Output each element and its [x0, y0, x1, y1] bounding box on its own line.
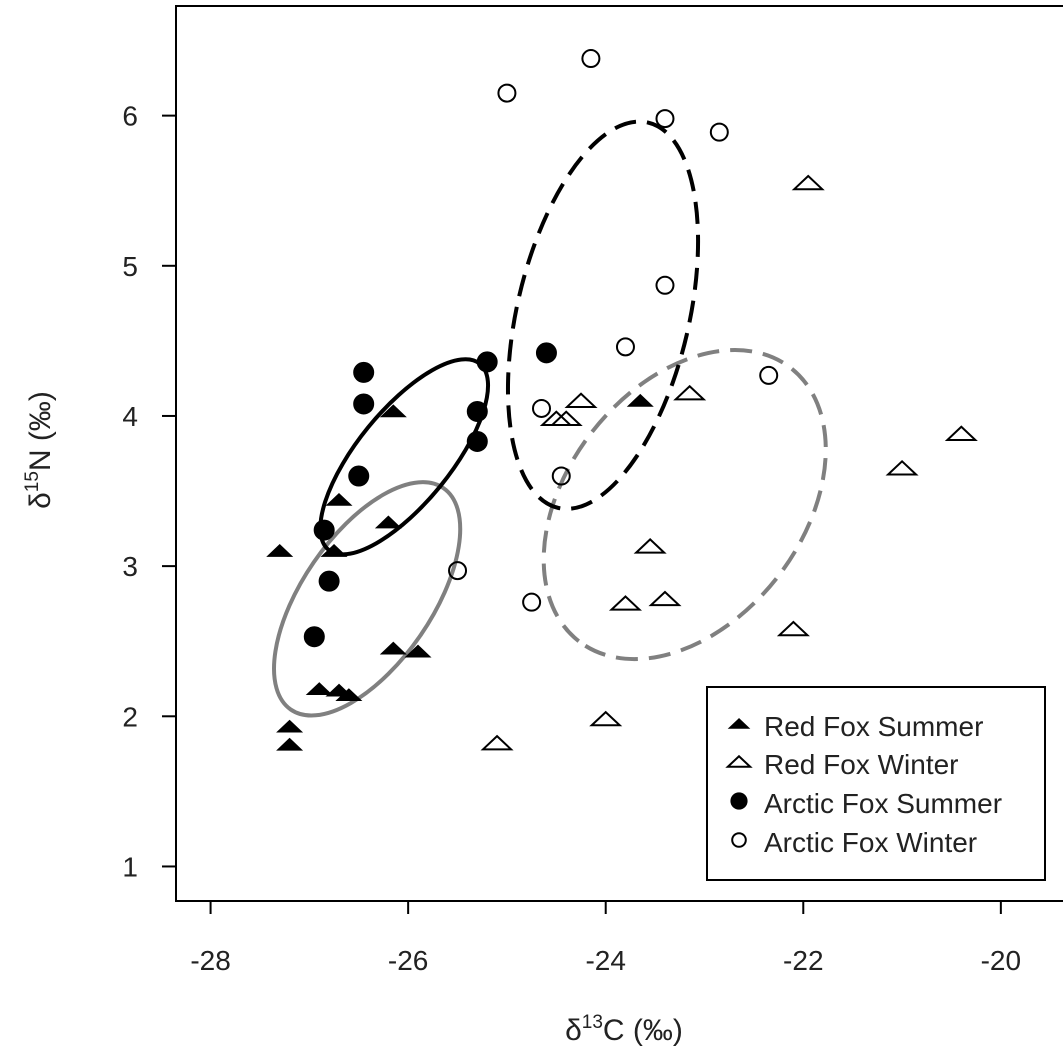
y-axis-title-prefix: δ	[24, 492, 57, 509]
legend-label: Arctic Fox Winter	[764, 827, 977, 858]
x-axis-title-sup: 13	[582, 1012, 603, 1033]
arctic-fox-winter-point	[497, 83, 517, 103]
red-fox-summer-point	[374, 515, 402, 529]
arctic-fox-winter-point	[551, 466, 571, 486]
red-fox-winter-point	[791, 174, 825, 191]
arctic-fox-summer-point	[476, 351, 498, 373]
red-fox-summer-point	[404, 644, 432, 658]
y-tick-label: 3	[122, 551, 138, 582]
red-fox-winter-point	[589, 710, 623, 727]
y-tick-label: 4	[122, 401, 138, 432]
arctic-fox-summer-point	[466, 430, 488, 452]
legend: Red Fox Summer Red Fox Winter Arctic Fox S…	[706, 686, 1046, 881]
legend-marker	[725, 754, 753, 768]
arctic-fox-summer-point	[353, 393, 375, 415]
arctic-fox-winter-point	[532, 398, 552, 418]
x-axis: -28 -26 -24 -22 -20	[190, 900, 1063, 976]
y-tick-label: 6	[122, 101, 138, 132]
red-fox-summer-point	[320, 544, 348, 557]
legend-box	[706, 686, 1046, 881]
legend-label: Arctic Fox Summer	[764, 788, 1002, 819]
arctic-fox-winter-point	[655, 109, 675, 129]
arctic-fox-summer-point	[535, 342, 557, 364]
arctic-fox-summer-point	[303, 626, 325, 648]
y-axis-title-sup: 15	[22, 471, 43, 492]
y-tick-label: 1	[122, 851, 138, 882]
arctic-fox-winter-point	[448, 561, 468, 581]
arctic-fox-summer-point	[318, 570, 340, 592]
x-tick-label: -26	[388, 945, 428, 976]
arctic-fox-summer-point	[313, 519, 335, 541]
y-axis: 1 2 3 4 5 6	[122, 101, 177, 882]
y-axis-title: δ15N (‰)	[22, 391, 57, 509]
red-fox-winter-point	[480, 734, 514, 751]
y-axis-title-suffix: N (‰)	[24, 391, 57, 471]
arctic-fox-winter-point	[615, 337, 635, 357]
red-fox-winter-point	[776, 620, 810, 637]
legend-label: Red Fox Winter	[764, 749, 959, 780]
red-fox-winter-point	[564, 392, 598, 408]
x-tick-label: -22	[783, 945, 823, 976]
red-fox-summer-point	[276, 719, 304, 733]
ellipse-arctic-fox-winter	[505, 119, 701, 511]
legend-marker	[731, 832, 747, 848]
red-fox-winter-point	[944, 425, 978, 441]
red-fox-summer-point	[379, 404, 407, 418]
red-fox-summer-point	[379, 641, 407, 655]
red-fox-winter-point	[885, 459, 919, 476]
red-fox-summer-point	[325, 492, 353, 506]
ellipse-red-fox-summer	[272, 480, 463, 718]
red-fox-summer-point	[305, 682, 333, 696]
legend-marker	[727, 718, 751, 729]
x-axis-title: δ13C (‰)	[565, 1012, 683, 1047]
arctic-fox-summer-point	[466, 400, 488, 422]
arctic-fox-winter-point	[655, 275, 675, 295]
point-layer	[266, 49, 978, 751]
y-tick-label: 5	[122, 251, 138, 282]
red-fox-winter-point	[673, 384, 707, 401]
x-tick-label: -28	[190, 945, 230, 976]
arctic-fox-summer-point	[353, 361, 375, 383]
red-fox-winter-point	[648, 590, 682, 607]
x-tick-label: -20	[981, 945, 1021, 976]
red-fox-winter-point	[549, 410, 583, 426]
red-fox-winter-point	[633, 538, 667, 554]
arctic-fox-summer-point	[348, 465, 370, 487]
legend-marker	[730, 792, 748, 810]
x-axis-title-suffix: C (‰)	[603, 1014, 683, 1047]
x-tick-label: -24	[585, 945, 625, 976]
red-fox-winter-point	[539, 410, 573, 426]
red-fox-summer-point	[266, 544, 294, 557]
red-fox-summer-point	[626, 393, 654, 407]
x-axis-title-prefix: δ	[565, 1014, 582, 1047]
red-fox-winter-point	[608, 595, 642, 611]
red-fox-summer-point	[335, 688, 363, 702]
red-fox-summer-point	[276, 737, 304, 751]
legend-label: Red Fox Summer	[764, 711, 983, 742]
arctic-fox-winter-point	[522, 592, 542, 612]
arctic-fox-winter-point	[709, 122, 729, 142]
arctic-fox-winter-point	[581, 49, 601, 69]
arctic-fox-winter-point	[759, 365, 779, 385]
y-tick-label: 2	[122, 701, 138, 732]
